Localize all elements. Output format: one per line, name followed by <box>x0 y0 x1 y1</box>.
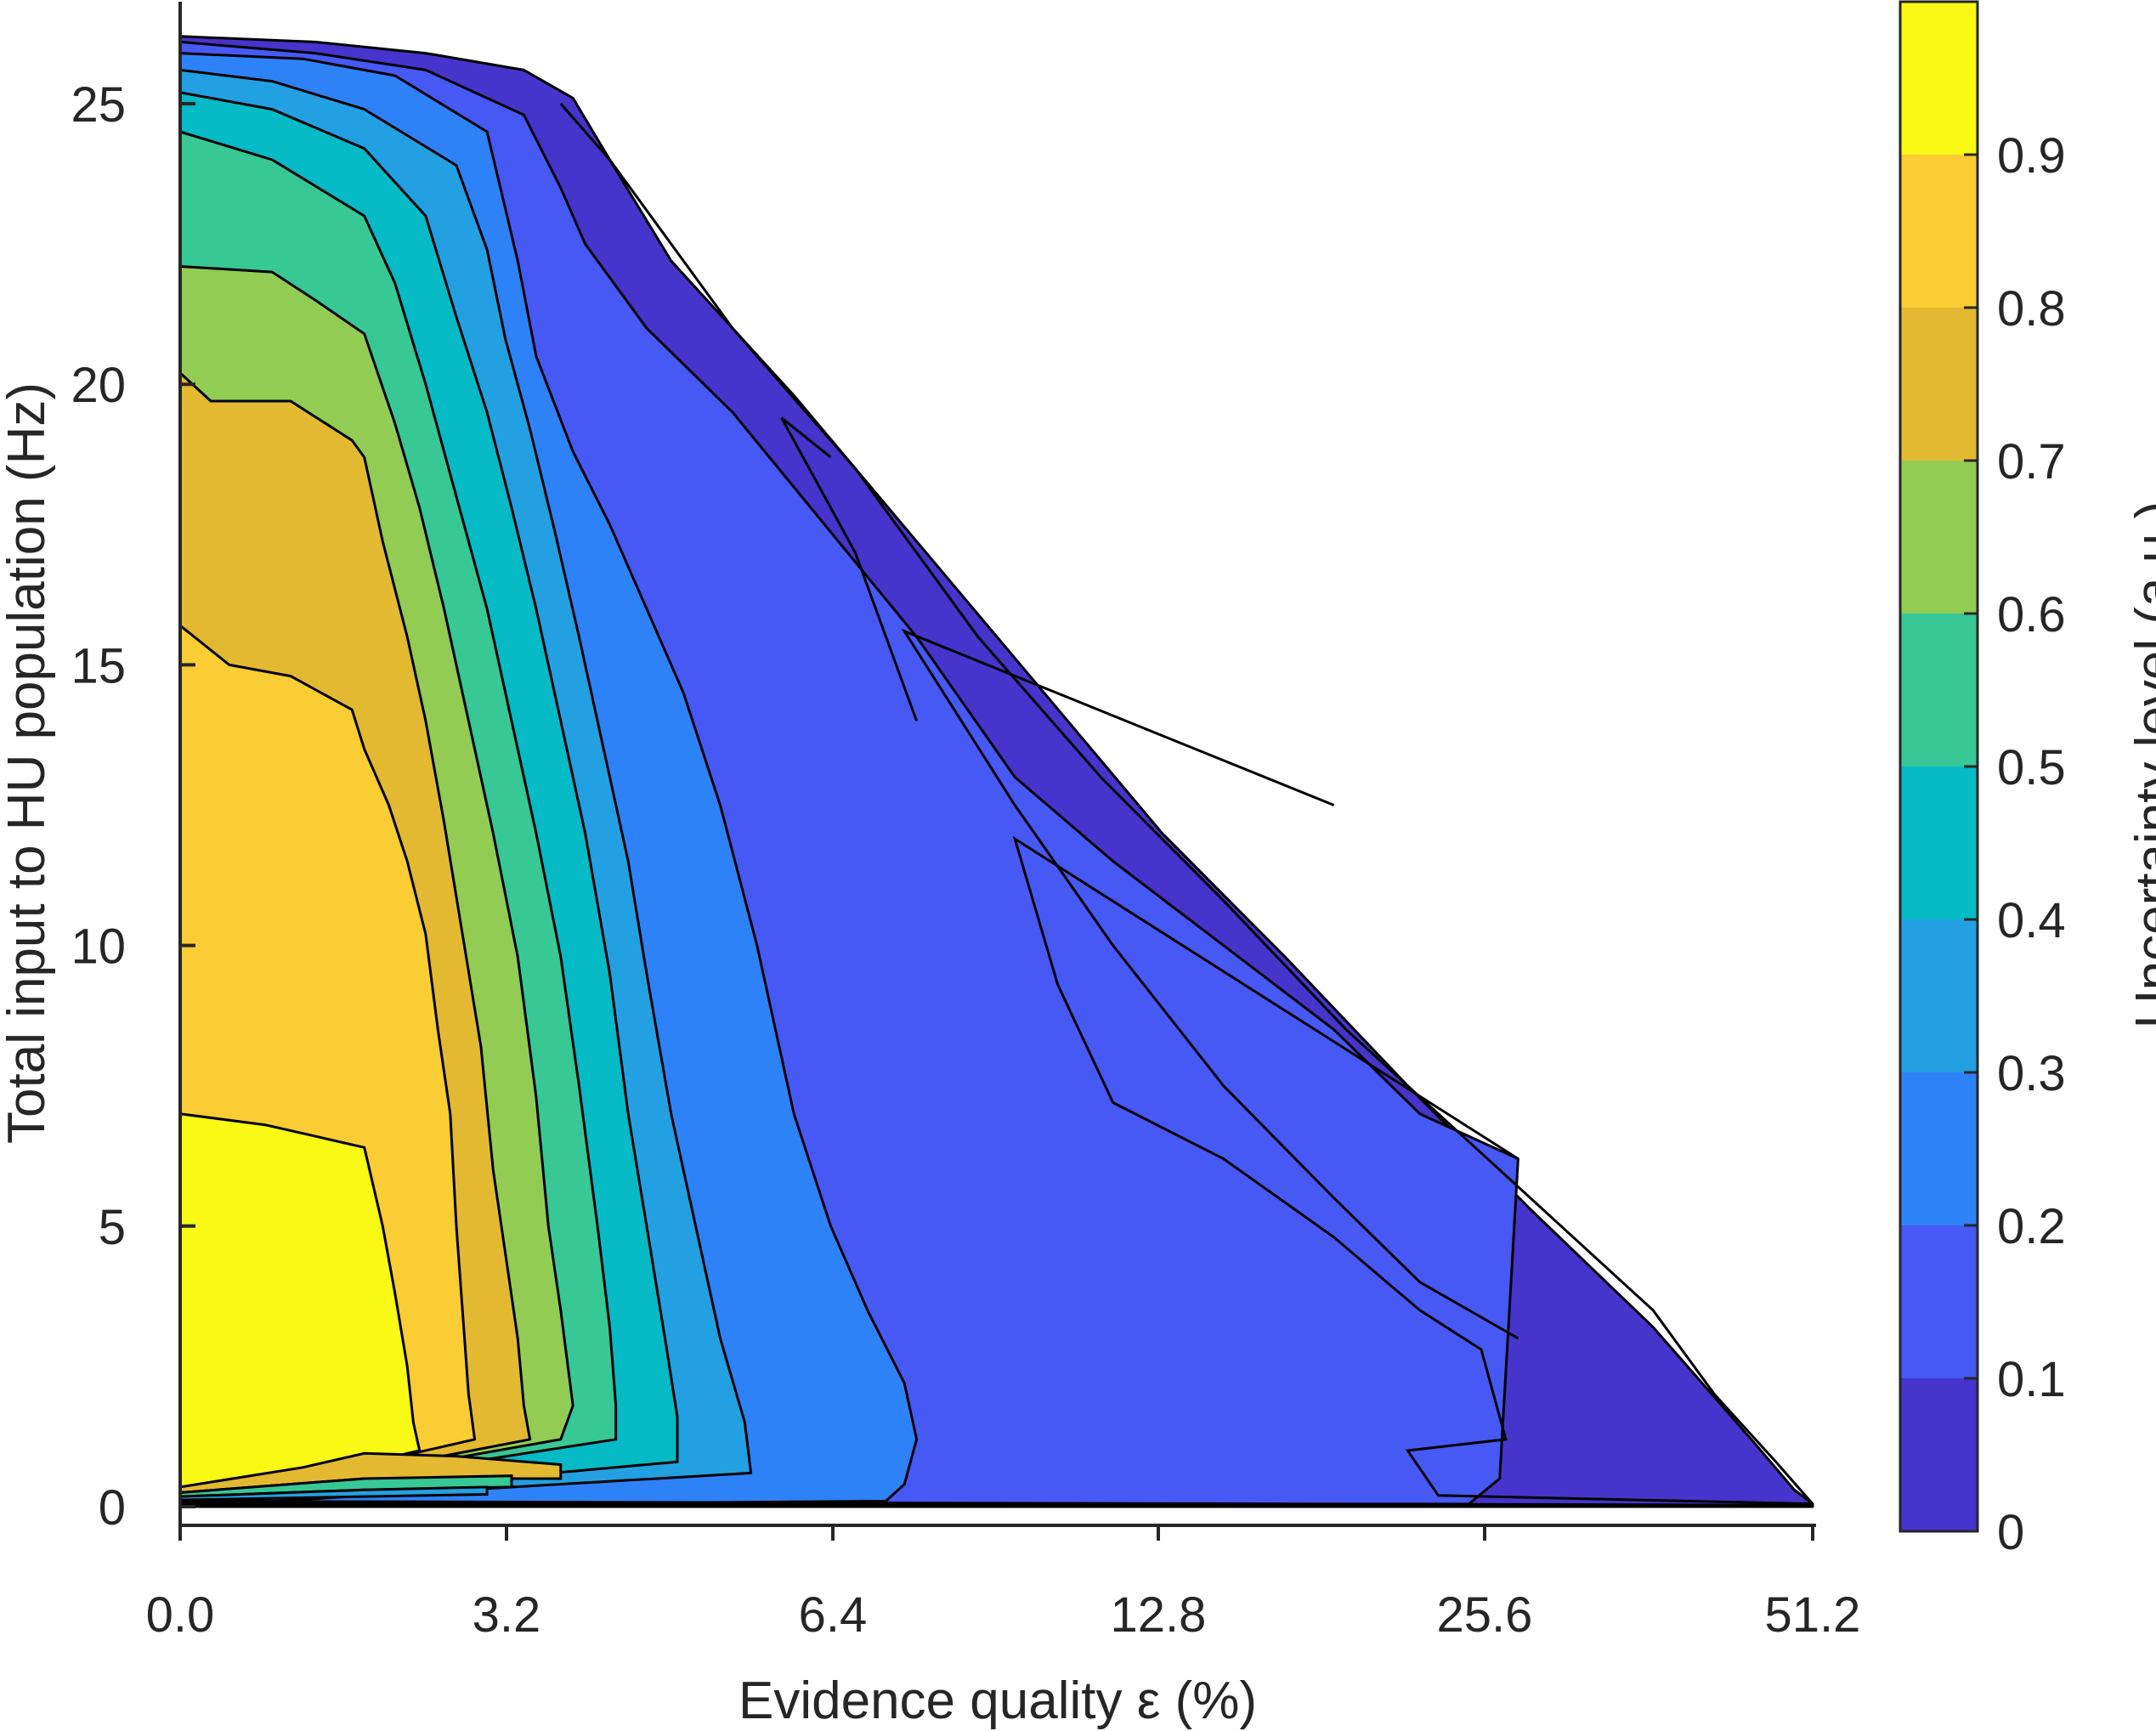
contour-base-band-1 <box>180 1474 513 1498</box>
contour-line-2 <box>780 416 919 721</box>
colorbar-tick-label: 0.3 <box>1997 1046 2066 1101</box>
colorbar-swatch-1 <box>1900 1225 1978 1378</box>
colorbar-swatch-9 <box>1900 2 1978 155</box>
colorbar-tick-label: 0.1 <box>1997 1352 2066 1407</box>
colorbar-swatch-8 <box>1900 155 1978 308</box>
y-tick-label: 5 <box>99 1200 126 1255</box>
colorbar-frame <box>1899 0 1979 1533</box>
colorbar-tick-label: 0.8 <box>1997 281 2066 337</box>
x-tick-label: 12.8 <box>1111 1587 1207 1643</box>
colorbar-swatch-3 <box>1900 919 1978 1072</box>
colorbar-tick-label: 0.9 <box>1997 128 2066 184</box>
y-tick-label: 0 <box>99 1480 126 1536</box>
plot-axes <box>178 2 1816 1527</box>
contour-line-1 <box>901 628 1519 1340</box>
y-axis-label: Total input to HU population (Hz) <box>0 382 56 1144</box>
colorbar-swatch-5 <box>1900 614 1978 767</box>
colorbar-tick-label: 0 <box>1997 1505 2024 1560</box>
x-axis-label: Evidence quality ε (%) <box>738 1672 1257 1730</box>
colorbar-tick-label: 0.7 <box>1997 434 2066 489</box>
colorbar-tick-label: 0.6 <box>1997 587 2066 642</box>
colorbar-tick-label: 0.2 <box>1997 1199 2066 1254</box>
contour-base-band-2 <box>180 1485 489 1502</box>
contour-lines <box>559 103 1814 1506</box>
y-tick-label: 20 <box>71 358 126 413</box>
colorbar-swatch-0 <box>1900 1378 1978 1531</box>
x-tick-label: 0.0 <box>146 1587 215 1643</box>
colorbar-tick-label: 0.4 <box>1997 893 2066 948</box>
x-tick-label: 6.4 <box>799 1587 868 1643</box>
contour-base-cluster <box>180 1500 1813 1507</box>
x-tick-label: 51.2 <box>1765 1587 1861 1643</box>
y-tick-label: 25 <box>71 77 126 133</box>
colorbar-label: Uncertainty level (a.u.) <box>2125 501 2156 1028</box>
contour-line-3 <box>559 103 1814 1505</box>
x-tick-label: 3.2 <box>473 1587 541 1643</box>
y-tick-label: 10 <box>71 919 126 975</box>
colorbar-swatch-4 <box>1900 767 1978 919</box>
y-axis-ticks: 0 5 10 15 20 25 <box>71 77 195 1536</box>
colorbar <box>1900 2 1978 1531</box>
colorbar-tick-label: 0.5 <box>1997 740 2066 795</box>
colorbar-ticks: 0 0.1 0.2 0.3 0.4 0.5 0.6 0.7 0.8 0.9 <box>1964 128 2066 1560</box>
x-tick-label: 25.6 <box>1437 1587 1533 1643</box>
contour-line-0 <box>1012 835 1814 1506</box>
contour-plot-area <box>180 35 1814 1508</box>
colorbar-swatch-7 <box>1900 308 1978 461</box>
colorbar-swatch-2 <box>1900 1072 1978 1225</box>
x-axis-ticks: 0.0 3.2 6.4 12.8 25.6 51.2 <box>146 1525 1861 1643</box>
y-tick-label: 15 <box>71 638 126 693</box>
colorbar-swatch-6 <box>1900 461 1978 614</box>
